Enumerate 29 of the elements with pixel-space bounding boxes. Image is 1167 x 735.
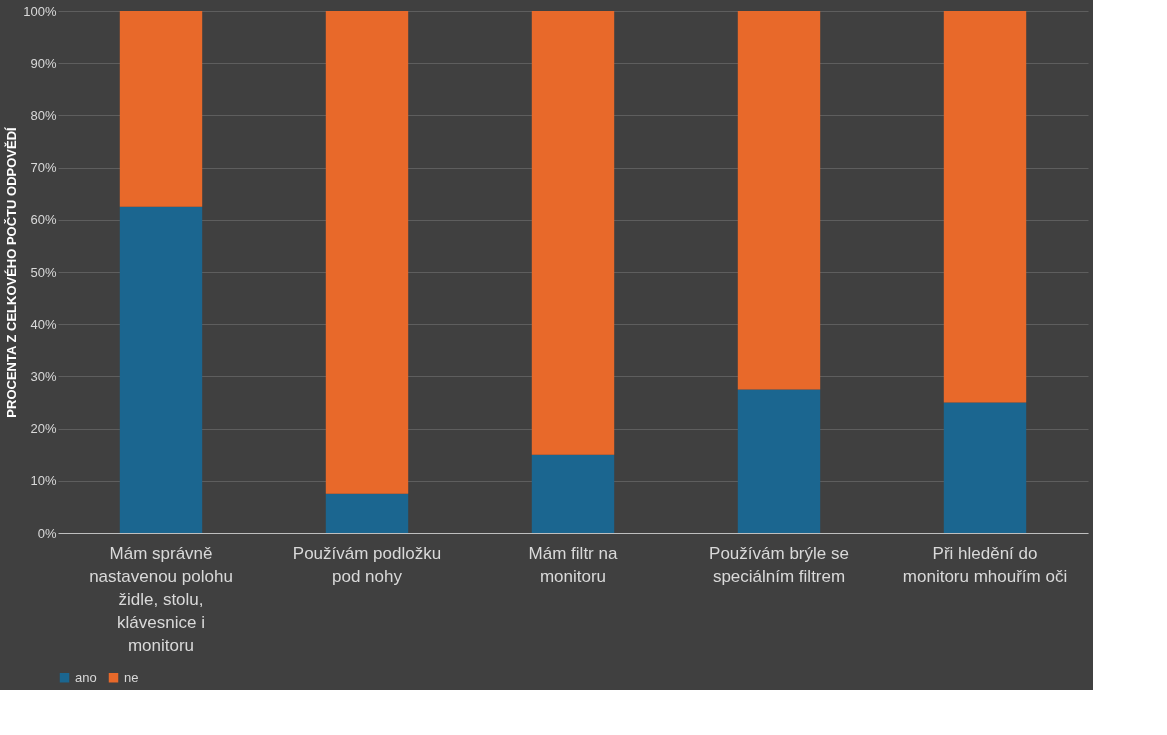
bar: [325, 493, 409, 533]
y-axis-title: PROCENTA Z CELKOVÉHO POČTU ODPOVĚDÍ: [4, 126, 20, 418]
y-tick-label: 20%: [30, 421, 57, 437]
legend-label: ano: [75, 669, 97, 685]
y-tick-label: 90%: [30, 55, 57, 71]
bar: [531, 11, 615, 455]
bar: [119, 11, 203, 207]
y-tick-label: 30%: [30, 368, 57, 384]
bar: [943, 11, 1027, 403]
y-tick-label: 50%: [30, 264, 57, 280]
x-tick-label: Mám správně nastavenou polohu židle, stolu, klávesnice i monitoru: [89, 543, 233, 655]
y-tick-label: 70%: [30, 160, 57, 176]
y-tick-label: 80%: [30, 107, 57, 123]
bar: [737, 11, 821, 390]
legend-label: ne: [124, 669, 139, 685]
bar: [943, 402, 1027, 533]
x-tick-label: Mám filtr na monitoru: [528, 543, 618, 586]
bar: [531, 454, 615, 533]
bar: [325, 11, 409, 494]
bar: [737, 389, 821, 533]
x-tick-label: Používám podložku pod nohy: [292, 543, 442, 586]
y-tick-label: 40%: [30, 316, 57, 332]
x-tick-label: Používám brýle se speciálním filtrem: [709, 543, 849, 586]
y-tick-label: 60%: [30, 212, 57, 228]
x-tick-label: Při hledění do monitoru mhouřím oči: [902, 543, 1068, 586]
bar: [119, 206, 203, 533]
y-tick-label: 100%: [23, 3, 57, 19]
y-tick-label: 0%: [37, 525, 57, 541]
y-tick-label: 10%: [30, 473, 57, 489]
